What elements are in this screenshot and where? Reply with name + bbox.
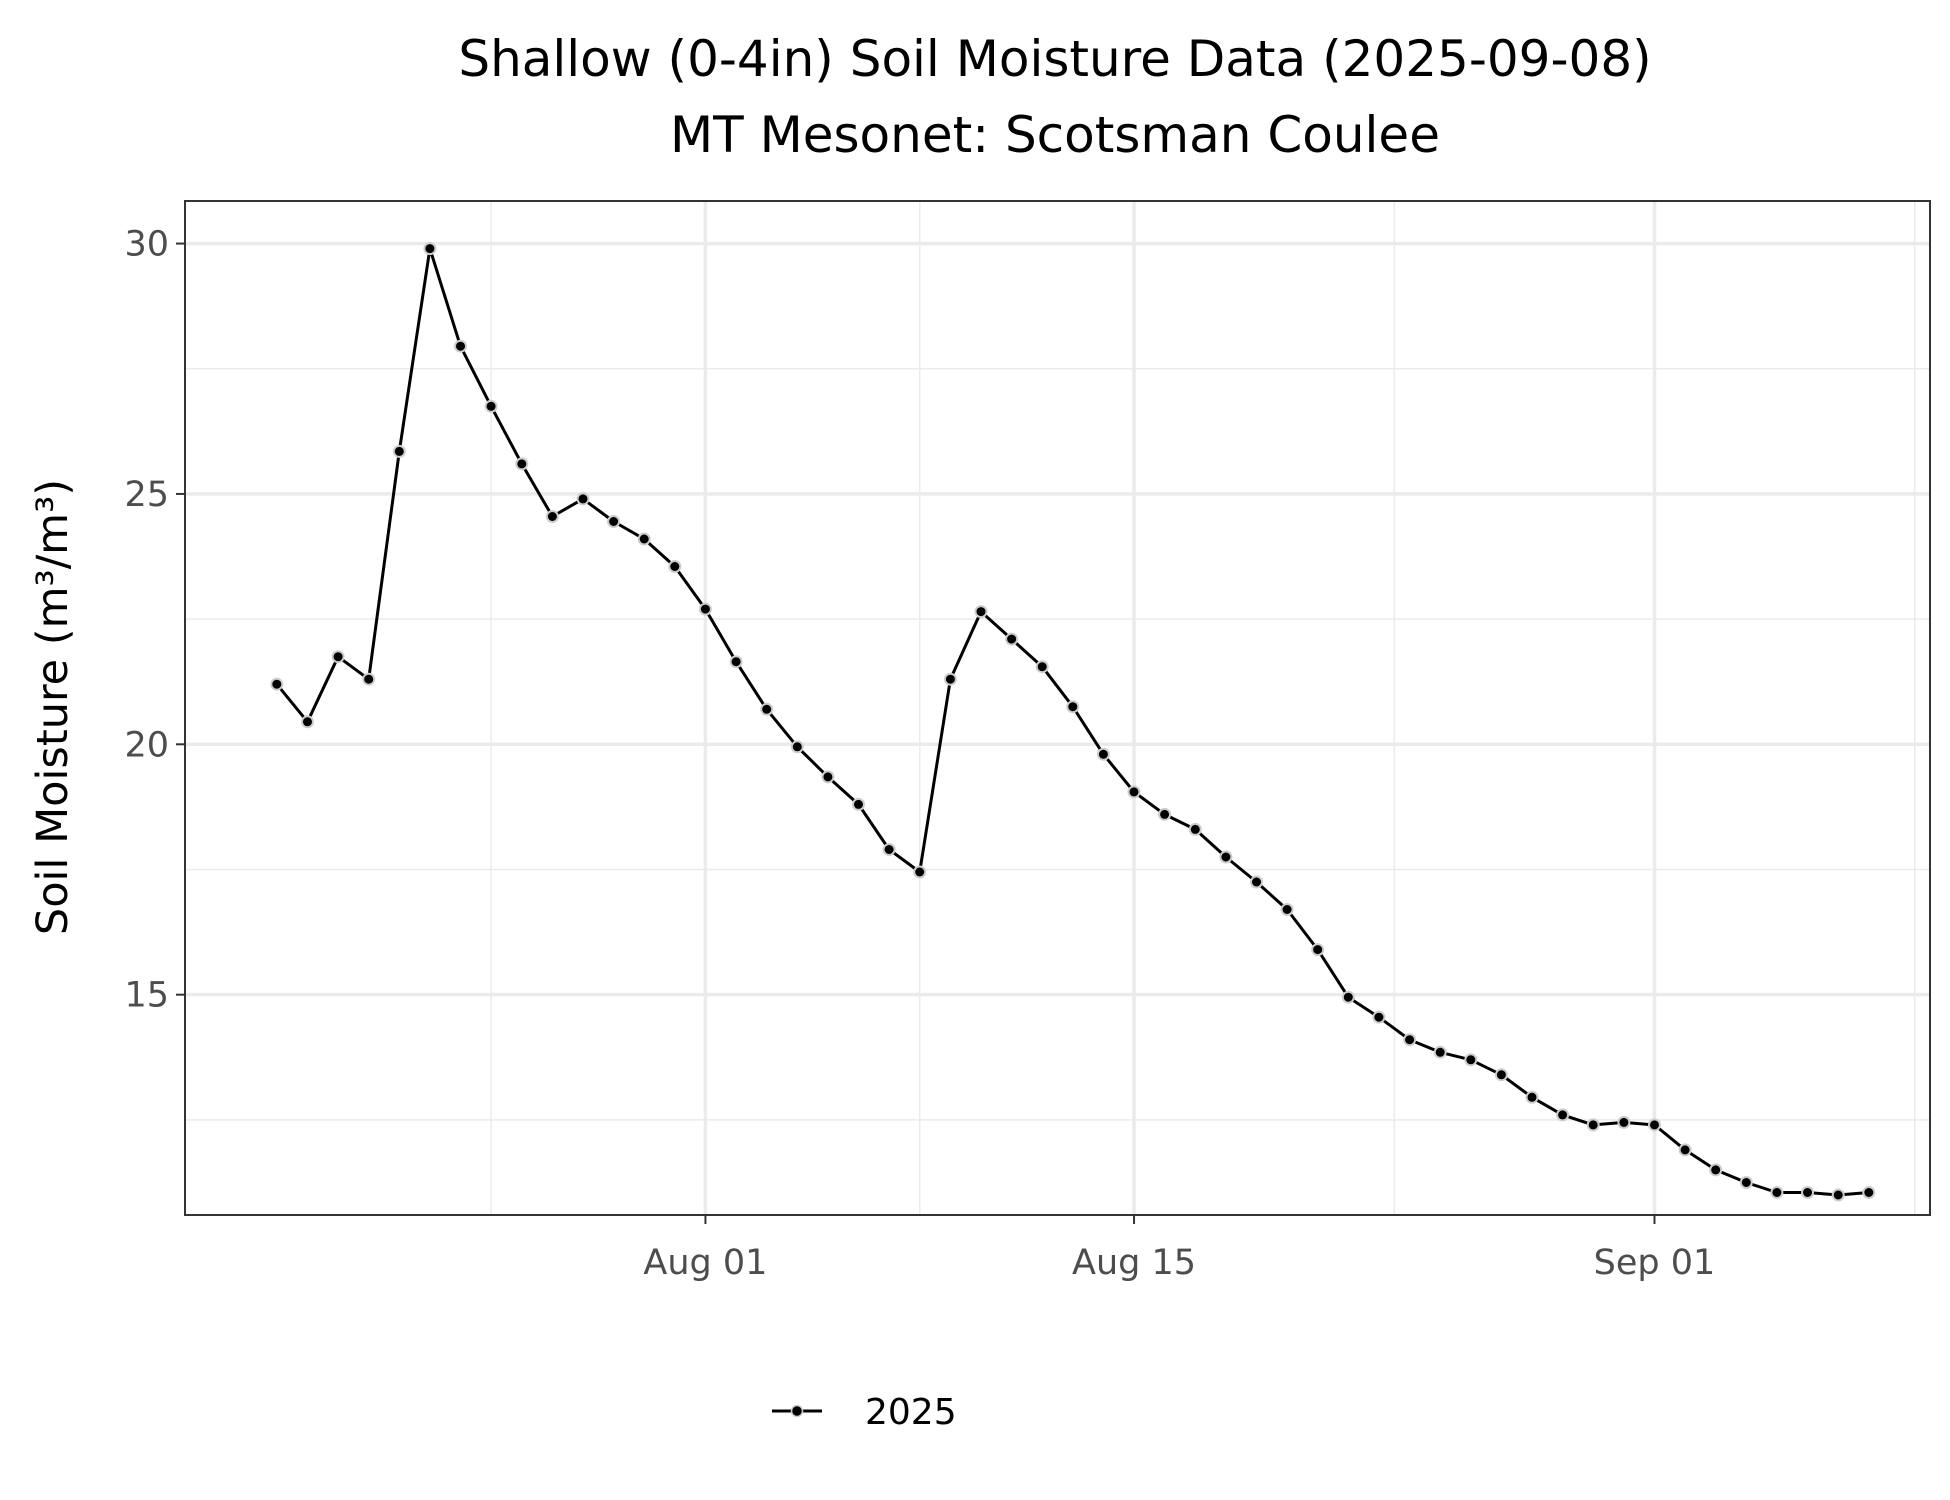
y-tick-label: 30: [124, 225, 169, 265]
data-point: [790, 740, 804, 754]
data-point: [1433, 1045, 1447, 1059]
data-point: [1127, 785, 1141, 799]
data-point: [484, 399, 498, 413]
minor-gridlines: [185, 201, 1930, 1215]
data-point: [1494, 1068, 1508, 1082]
legend: 2025: [772, 1392, 957, 1433]
data-point: [1005, 632, 1019, 646]
data-point: [1831, 1188, 1845, 1202]
data-point: [1066, 700, 1080, 714]
data-point: [852, 797, 865, 811]
data-point: [1648, 1118, 1661, 1132]
data-point: [270, 677, 284, 691]
y-tick-label: 25: [124, 475, 169, 515]
x-tick-label: Aug 01: [643, 1243, 767, 1283]
data-point: [1556, 1108, 1570, 1122]
data-point: [1219, 850, 1233, 864]
chart-subtitle: MT Mesonet: Scotsman Coulee: [670, 106, 1440, 164]
data-point: [576, 492, 590, 506]
data-point: [1403, 1033, 1417, 1047]
data-point: [1617, 1115, 1631, 1129]
data-point: [1035, 660, 1049, 674]
data-point: [423, 242, 437, 256]
y-tick-label: 15: [124, 976, 169, 1016]
x-axis-ticks: Aug 01 Aug 15 Sep 01: [643, 1215, 1715, 1283]
data-point: [1096, 747, 1110, 761]
data-point: [821, 770, 835, 784]
data-point: [729, 655, 743, 669]
data-point: [1739, 1176, 1753, 1189]
data-point: [974, 605, 988, 619]
data-point: [1464, 1053, 1478, 1067]
data-point: [454, 339, 467, 353]
data-point: [607, 515, 621, 528]
data-point: [1341, 990, 1355, 1004]
major-gridlines: [185, 201, 1930, 1215]
data-point: [1525, 1090, 1539, 1104]
x-tick-label: Sep 01: [1594, 1243, 1716, 1283]
y-tick-label: 20: [124, 725, 169, 765]
legend-label-2025: 2025: [865, 1392, 957, 1433]
data-point: [1188, 822, 1202, 836]
data-point: [392, 444, 406, 458]
y-axis-ticks: 15 20 25 30: [124, 225, 185, 1016]
x-tick-label: Aug 15: [1072, 1243, 1196, 1283]
data-point: [301, 715, 314, 729]
chart-title: Shallow (0-4in) Soil Moisture Data (2025…: [458, 30, 1651, 88]
series-layer: [270, 242, 1876, 1202]
data-point: [943, 672, 957, 686]
data-point: [760, 702, 774, 716]
data-point: [1158, 807, 1172, 821]
data-point: [637, 532, 651, 546]
data-point: [1372, 1010, 1386, 1024]
data-point: [668, 560, 682, 573]
data-point: [1280, 903, 1294, 916]
data-point: [1862, 1186, 1876, 1199]
data-point: [362, 672, 376, 686]
data-point: [1770, 1186, 1784, 1199]
data-point: [913, 865, 927, 879]
data-point: [515, 457, 529, 471]
data-point: [882, 843, 896, 856]
y-axis-title: Soil Moisture (m³/m³): [28, 479, 78, 935]
data-point: [698, 602, 712, 616]
legend-key-point: [790, 1404, 804, 1418]
data-point: [1311, 943, 1325, 957]
data-point: [1586, 1118, 1600, 1132]
data-point: [331, 650, 345, 664]
data-point: [1709, 1163, 1723, 1177]
data-point: [1801, 1186, 1814, 1199]
data-point: [545, 510, 559, 523]
data-point: [1250, 875, 1263, 889]
plot-panel-border: [184, 200, 1931, 1216]
series-line-2025: [275, 247, 1869, 1197]
data-point: [1678, 1143, 1692, 1157]
